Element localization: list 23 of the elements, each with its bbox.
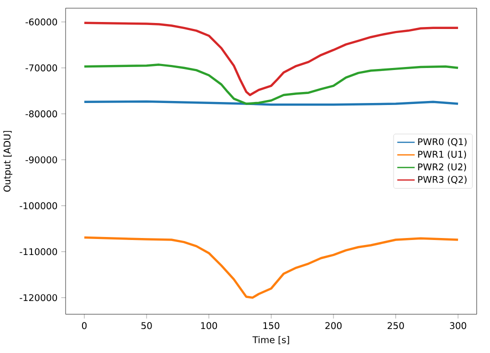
x-tick-label: 300 bbox=[450, 322, 466, 330]
x-tick-label: 250 bbox=[388, 322, 404, 330]
legend-label: PWR2 (U2) bbox=[418, 163, 466, 172]
y-tick-label: -90000 bbox=[26, 156, 58, 164]
y-tick-label: -70000 bbox=[26, 64, 58, 72]
x-tick-label: 100 bbox=[201, 322, 218, 330]
y-tick-label: -120000 bbox=[20, 294, 58, 302]
x-axis-title: Time [s] bbox=[252, 336, 290, 344]
y-tick-label: -60000 bbox=[26, 18, 58, 26]
x-tick-label: 150 bbox=[263, 322, 280, 330]
line-series bbox=[83, 22, 460, 96]
legend-label: PWR1 (U1) bbox=[418, 150, 466, 159]
y-tick-label: -100000 bbox=[20, 202, 58, 210]
y-tick-label: -110000 bbox=[20, 248, 58, 256]
y-tick-label: -80000 bbox=[26, 110, 58, 118]
legend-label: PWR0 (Q1) bbox=[418, 138, 467, 146]
x-tick-label: 0 bbox=[82, 322, 87, 330]
legend-label: PWR3 (Q2) bbox=[418, 176, 467, 184]
x-tick-label: 50 bbox=[141, 322, 152, 330]
y-axis-title: Output [ADU] bbox=[3, 130, 12, 192]
line-series bbox=[83, 64, 460, 105]
x-tick-label: 200 bbox=[325, 322, 342, 330]
line-series bbox=[83, 236, 460, 299]
